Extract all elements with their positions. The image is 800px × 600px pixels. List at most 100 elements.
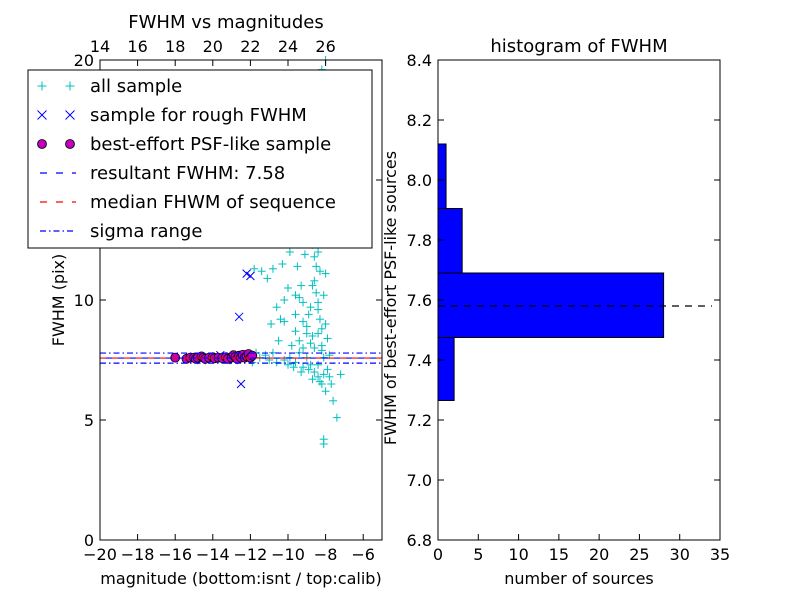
data-point [325,372,334,381]
data-point [319,440,328,448]
data-point-b [242,269,251,278]
x-tick-label: −16 [158,545,192,564]
legend-entry: sample for rough FWHM [37,105,307,126]
x-tick-label: 30 [670,545,690,564]
x-tick-label: −8 [314,545,338,564]
y-tick-label: 7.2 [407,411,432,430]
legend-marker-swatch [37,110,47,120]
left-x-axis: −20 −18 −16 −14 −12 −10 −8 −6 [83,534,375,564]
data-point [284,360,292,369]
data-point [315,267,324,276]
data-point [336,370,345,379]
data-point [242,269,251,278]
data-point [308,281,317,290]
data-point [323,334,332,343]
data-point [310,276,319,285]
left-plot-reference-lines [100,352,382,364]
data-point [299,363,308,372]
data-point [291,291,300,300]
x-tick-label: 0 [433,545,443,564]
data-point-b [234,312,244,322]
fwhm-histogram-chart: 0 5 10 15 20 25 30 35 6.8 7.0 7.2 7.4 7.6 7.8 8.0 8.2 8… [381,36,730,588]
data-point [319,291,328,300]
legend: all sample sample for rough FWHM best-effo… [27,69,373,249]
data-point [327,380,336,388]
legend-frame [27,69,373,249]
legend-marker-swatch [65,110,75,120]
data-point [278,260,287,268]
data-point [332,413,341,422]
data-point [265,356,274,364]
data-point [280,317,289,326]
data-point [310,368,319,376]
top-tick-label: 18 [165,37,185,56]
histogram-bar [437,337,455,401]
data-point [315,315,324,324]
y-tick-label: 5 [84,411,94,430]
data-point [323,365,332,374]
y-tick-label: 7.8 [407,231,432,250]
data-point [287,341,296,350]
data-point-b [246,271,255,281]
right-y-axis-label: FWHM of best-effort PSF-like sources [381,151,400,445]
data-point [304,365,313,374]
data-point [246,271,255,281]
histogram-bar [437,208,463,274]
data-point [308,375,317,384]
data-point [306,303,315,312]
x-tick-label: 20 [589,545,609,564]
data-point [314,298,323,307]
legend-label: best-effort PSF-like sample [90,134,331,155]
data-point [263,274,272,283]
legend-label: resultant FWHM: 7.58 [90,163,285,184]
data-point [317,324,326,333]
x-tick-label: −12 [234,545,268,564]
data-point [300,250,309,259]
y-tick-label: 7.4 [407,351,432,370]
legend-entry: best-effort PSF-like sample [37,134,331,155]
data-point [321,320,330,328]
data-point [267,320,276,328]
y-tick-label: 8.2 [407,111,432,130]
right-y-axis: 6.8 7.0 7.2 7.4 7.6 7.8 8.0 8.2 8.4 [407,51,720,550]
data-point [280,356,289,364]
data-point [312,288,321,297]
data-point-b [236,379,246,389]
data-point [250,264,259,273]
legend-marker-swatch [65,81,75,91]
data-point [310,252,319,261]
data-point [315,377,324,386]
legend-entries: all sample sample for rough FWHM best-effo… [37,76,336,242]
legend-marker-swatch [65,139,75,149]
data-point [291,310,300,319]
x-tick-label: −10 [271,545,305,564]
data-point [302,322,311,331]
left-x-axis-label: magnitude (bottom:isnt / top:calib) [100,569,381,588]
y-tick-label: 7.0 [407,471,432,490]
data-point [314,360,323,369]
x-tick-label: −20 [83,545,117,564]
right-x-axis: 0 5 10 15 20 25 30 35 [433,534,730,564]
left-top-axis: 14 16 18 20 22 24 26 [90,37,336,66]
top-tick-label: 16 [127,37,147,56]
x-tick-label: 10 [508,545,528,564]
right-chart-title: histogram of FWHM [490,36,667,57]
legend-marker-swatch [37,139,47,149]
data-point [314,305,323,314]
histogram-bars [437,143,665,401]
x-tick-label: −18 [121,545,155,564]
data-point [280,296,289,304]
data-point [314,248,323,256]
data-point [289,363,298,372]
x-tick-label: 25 [629,545,649,564]
data-point [293,262,302,271]
data-point [285,248,294,256]
data-point [291,358,300,367]
legend-entry: median FHWM of sequence [40,192,336,213]
data-point [319,370,328,379]
top-tick-label: 22 [240,37,260,56]
legend-label: sigma range [90,221,202,242]
right-x-axis-label: number of sources [504,569,654,588]
data-point [306,360,315,369]
